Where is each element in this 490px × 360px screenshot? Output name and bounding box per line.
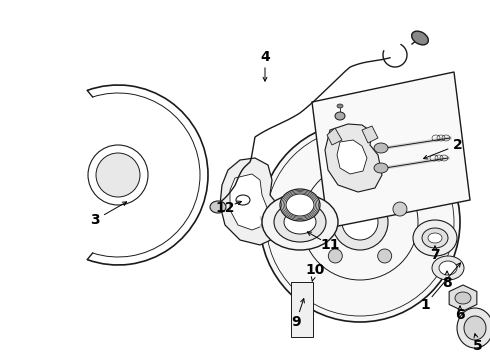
Ellipse shape	[210, 201, 226, 213]
Polygon shape	[327, 128, 342, 145]
Text: 8: 8	[442, 276, 452, 290]
Ellipse shape	[464, 316, 486, 340]
Text: 10: 10	[305, 263, 325, 277]
Ellipse shape	[374, 143, 388, 153]
Ellipse shape	[262, 194, 338, 250]
Text: 11: 11	[320, 238, 340, 252]
Polygon shape	[449, 285, 477, 311]
Ellipse shape	[378, 249, 392, 263]
Ellipse shape	[280, 189, 320, 221]
Polygon shape	[230, 174, 268, 230]
Text: 5: 5	[473, 339, 483, 353]
Ellipse shape	[457, 308, 490, 348]
Text: 3: 3	[90, 213, 100, 227]
Ellipse shape	[432, 256, 464, 280]
Text: 9: 9	[291, 315, 301, 329]
Ellipse shape	[428, 233, 442, 243]
Ellipse shape	[274, 202, 326, 242]
Ellipse shape	[313, 202, 327, 216]
Ellipse shape	[335, 112, 345, 120]
Ellipse shape	[393, 202, 407, 216]
Ellipse shape	[286, 194, 314, 216]
Text: 4: 4	[260, 50, 270, 64]
Text: 2: 2	[453, 138, 463, 152]
Ellipse shape	[260, 122, 460, 322]
Ellipse shape	[337, 104, 343, 108]
Ellipse shape	[328, 249, 343, 263]
Ellipse shape	[439, 261, 457, 275]
Text: 7: 7	[430, 248, 440, 262]
Polygon shape	[325, 124, 382, 192]
FancyBboxPatch shape	[291, 282, 313, 337]
Polygon shape	[220, 158, 282, 245]
Ellipse shape	[342, 204, 378, 240]
Polygon shape	[362, 126, 378, 143]
Ellipse shape	[412, 31, 428, 45]
Text: 1: 1	[420, 298, 430, 312]
Ellipse shape	[353, 173, 367, 187]
Ellipse shape	[88, 145, 148, 205]
Text: 6: 6	[455, 308, 465, 322]
Polygon shape	[337, 140, 367, 174]
Ellipse shape	[422, 228, 448, 248]
Ellipse shape	[455, 292, 471, 304]
Ellipse shape	[96, 153, 140, 197]
Text: 12: 12	[215, 201, 235, 215]
Ellipse shape	[332, 194, 388, 250]
Ellipse shape	[413, 220, 457, 256]
Polygon shape	[312, 72, 470, 228]
Ellipse shape	[374, 163, 388, 173]
Ellipse shape	[236, 195, 250, 205]
Ellipse shape	[284, 210, 316, 234]
